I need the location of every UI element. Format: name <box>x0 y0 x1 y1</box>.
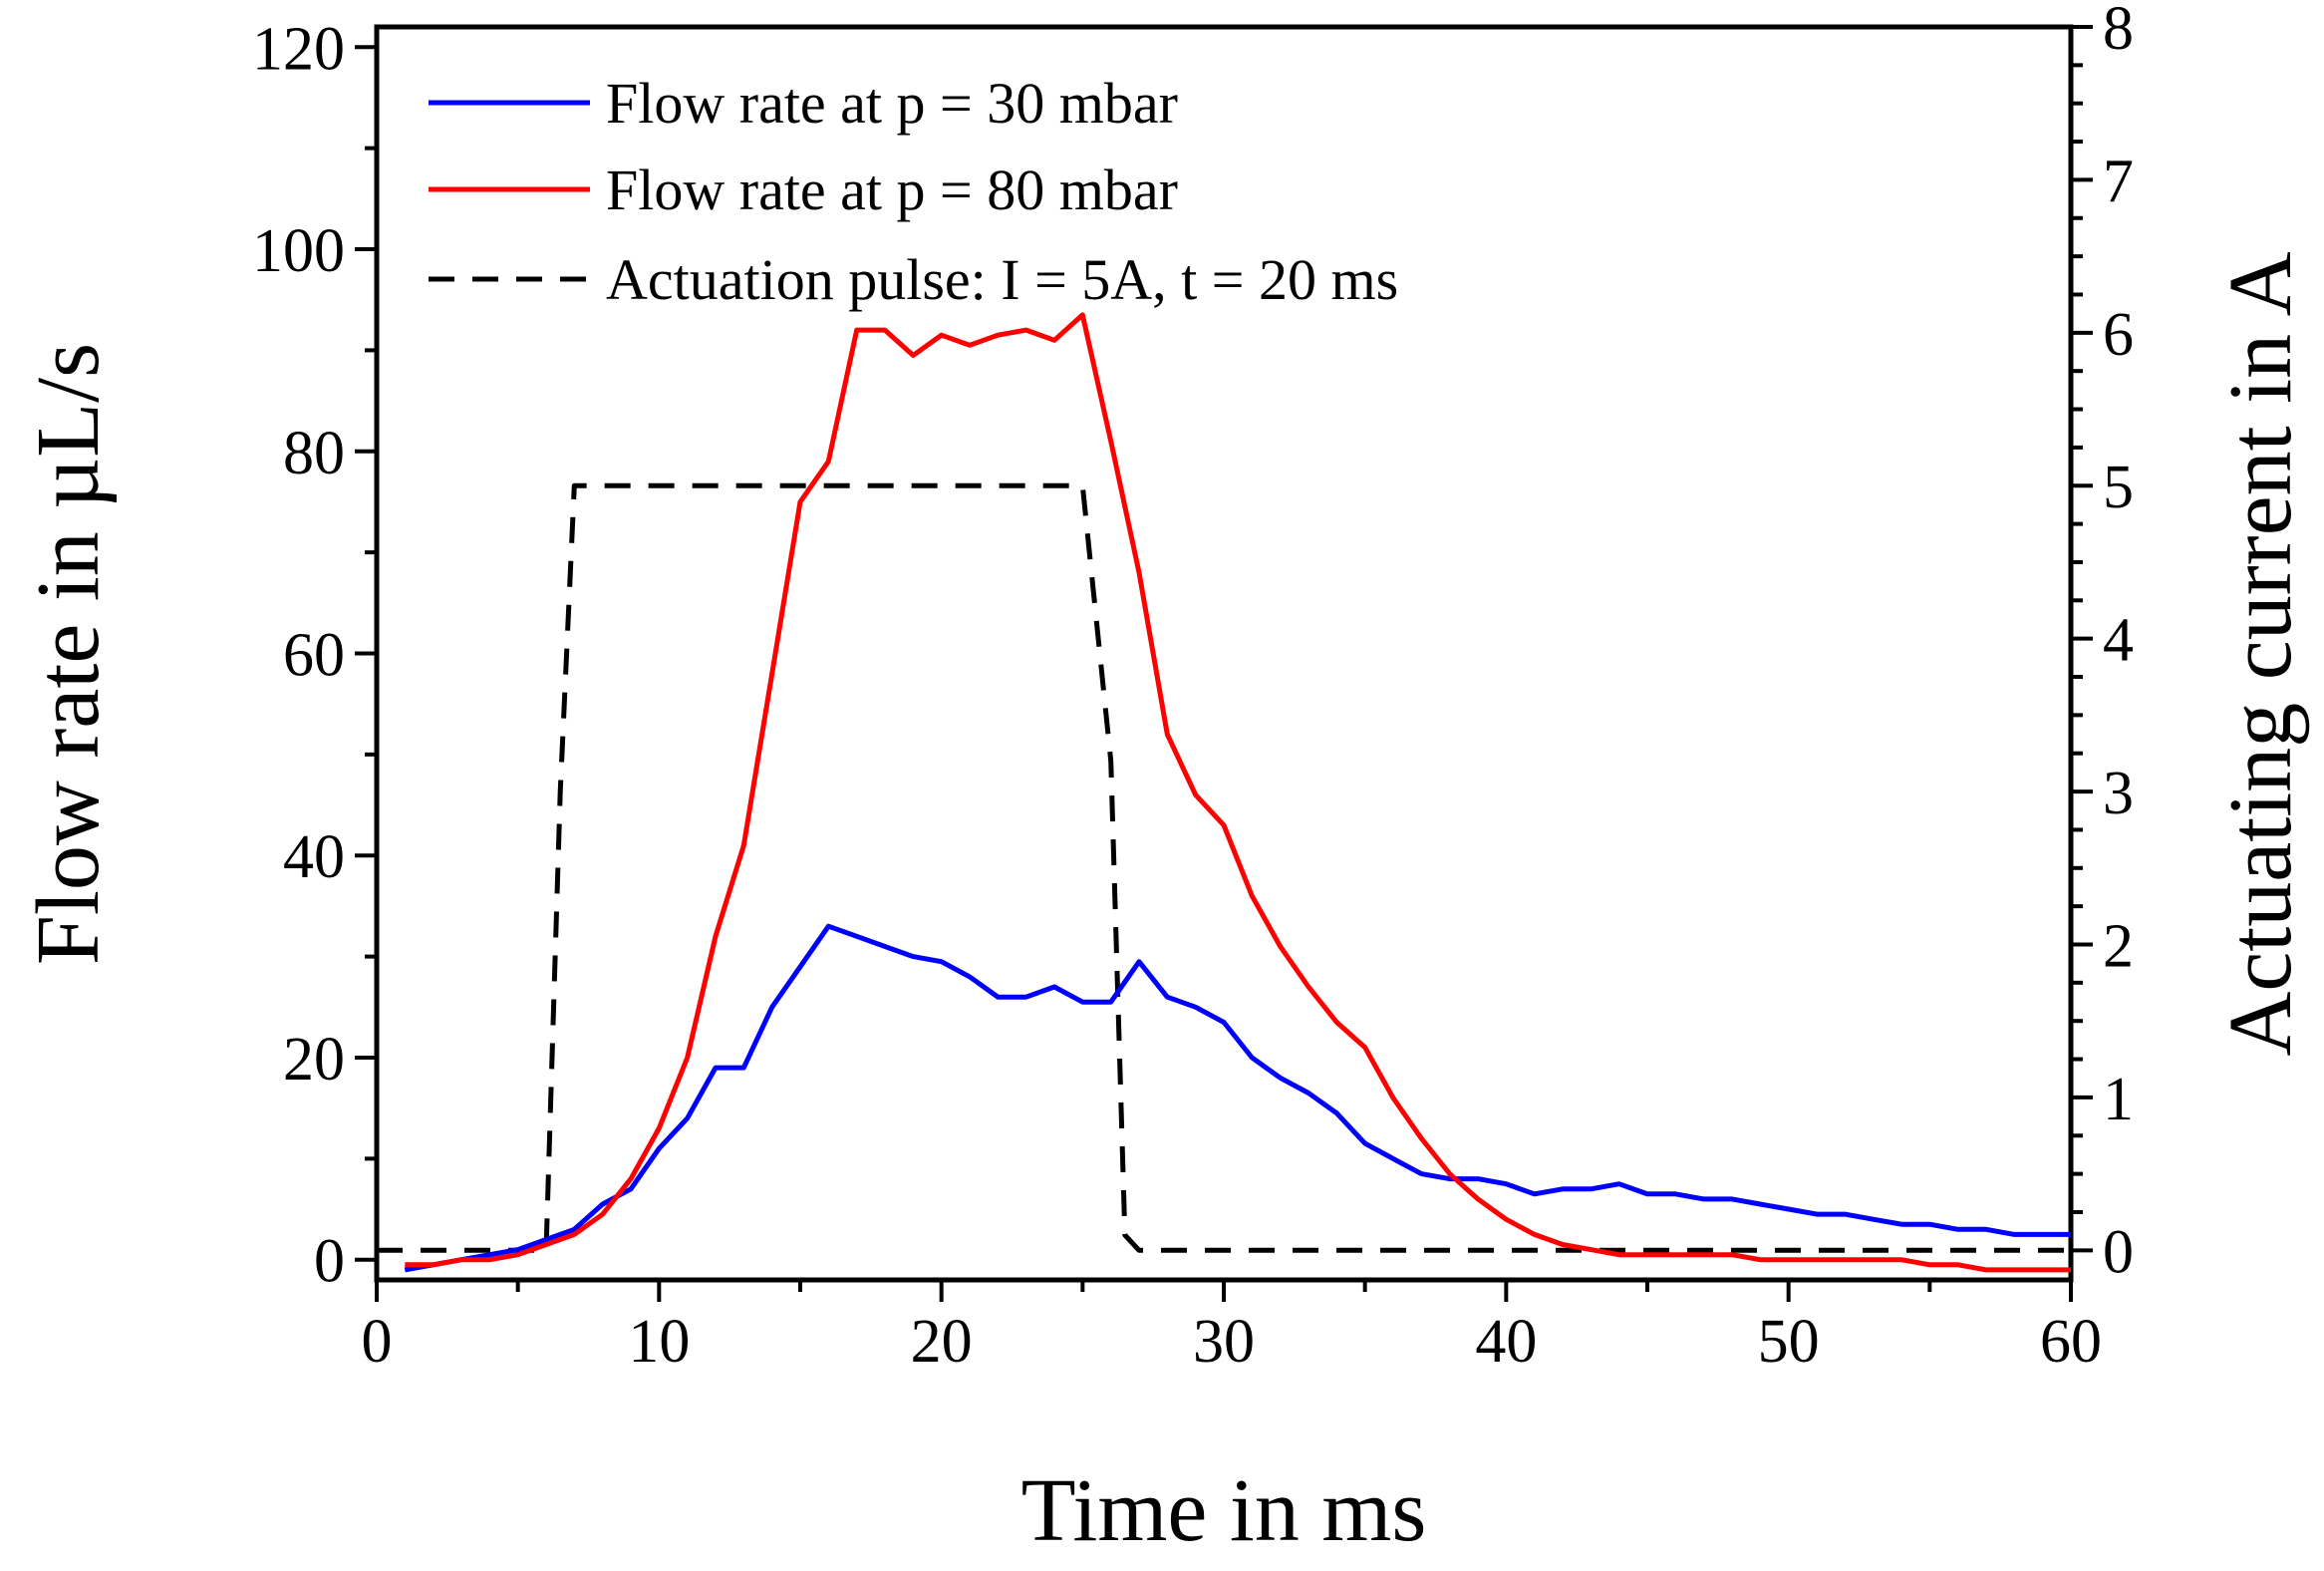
legend-label-80mbar: Flow rate at p = 80 mbar <box>606 157 1178 222</box>
x-tick-label: 0 <box>362 1308 393 1376</box>
y-axis: 0 20 40 60 80 100 120 <box>252 15 377 1296</box>
y-axis-title: Flow rate in µL/s <box>19 343 118 965</box>
y2-axis-title: Actuating current in A <box>2211 251 2310 1056</box>
series-line-0 <box>404 923 2071 1273</box>
y-tick-label: 40 <box>283 823 345 891</box>
series-line-2 <box>377 482 2071 1253</box>
y-tick-label: 80 <box>283 420 345 487</box>
series-layer <box>377 312 2071 1273</box>
legend-label-30mbar: Flow rate at p = 30 mbar <box>606 71 1178 136</box>
y-tick-label: 60 <box>283 622 345 690</box>
y2-tick-label: 8 <box>2103 0 2134 63</box>
y2-tick-label: 0 <box>2103 1218 2134 1286</box>
x-tick-label: 30 <box>1193 1308 1255 1376</box>
y-tick-label: 0 <box>314 1228 345 1296</box>
y-tick-label: 120 <box>252 15 345 83</box>
x-tick-label: 50 <box>1758 1308 1820 1376</box>
y2-tick-label: 3 <box>2103 760 2134 827</box>
y2-tick-label: 7 <box>2103 148 2134 215</box>
y2-axis: 0 1 2 3 4 5 6 7 8 <box>2071 0 2134 1286</box>
y2-tick-label: 5 <box>2103 454 2134 521</box>
legend: Flow rate at p = 30 mbar Flow rate at p … <box>429 71 1398 312</box>
x-tick-label: 60 <box>2040 1308 2102 1376</box>
y-tick-label: 20 <box>283 1026 345 1094</box>
x-axis-title: Time in ms <box>1021 1461 1427 1560</box>
y2-tick-label: 4 <box>2103 607 2134 675</box>
x-axis: 0 10 20 30 40 50 60 <box>362 1280 2102 1376</box>
y-tick-label: 100 <box>252 217 345 285</box>
x-tick-label: 20 <box>911 1308 973 1376</box>
legend-label-pulse: Actuation pulse: I = 5A, t = 20 ms <box>606 247 1398 312</box>
y2-tick-label: 6 <box>2103 301 2134 369</box>
x-tick-label: 10 <box>628 1308 690 1376</box>
y2-tick-label: 2 <box>2103 912 2134 980</box>
x-tick-label: 40 <box>1475 1308 1537 1376</box>
y2-tick-label: 1 <box>2103 1066 2134 1133</box>
series-line-1 <box>405 312 2071 1273</box>
plot-area: 0 10 20 30 40 50 60 0 20 40 60 80 100 120 0 1 2 3 4 5 6 7 8 <box>252 0 2134 1376</box>
